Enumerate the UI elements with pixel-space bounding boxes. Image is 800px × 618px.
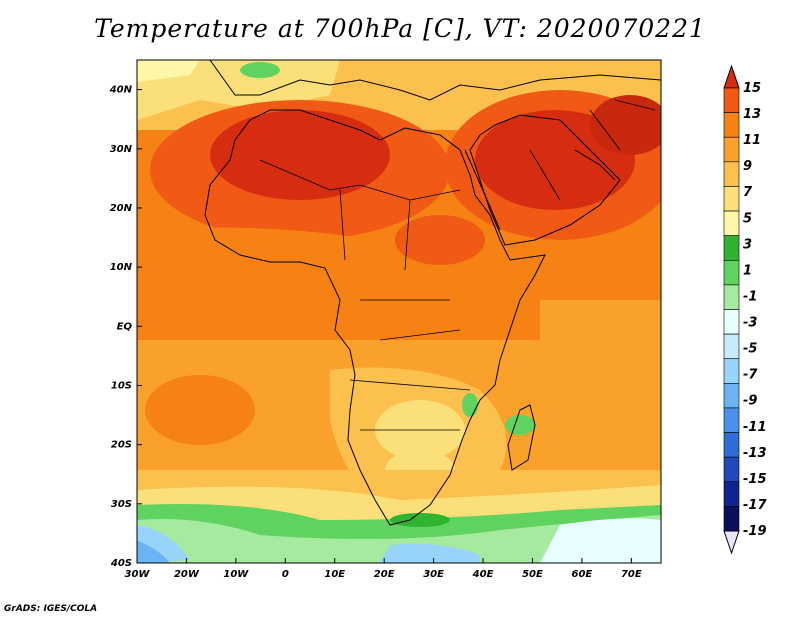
- colorbar-swatch: [723, 161, 740, 187]
- lon-label-60e: 60E: [572, 569, 593, 580]
- colorbar-label: 1: [743, 263, 752, 278]
- colorbar-swatch: [723, 136, 740, 163]
- colorbar-top-arrow: [723, 64, 740, 89]
- colorbar-label: 11: [743, 133, 761, 148]
- colorbar-swatch: [723, 333, 740, 360]
- field-indian-ocean: [540, 300, 661, 410]
- lat-label-10n: 10N: [110, 262, 133, 273]
- colorbar-label: -5: [743, 342, 757, 357]
- field-atlantic-cool: [137, 60, 200, 82]
- field-atlantic-warm: [145, 375, 255, 445]
- colorbar-swatch: [723, 358, 740, 384]
- colorbar-swatch: [723, 383, 740, 409]
- border-3: [529, 99, 656, 201]
- colorbar-label: -17: [743, 498, 767, 513]
- temperature-field: [137, 60, 661, 563]
- colorbar-swatch: [723, 235, 740, 261]
- colorbar-label: 9: [743, 159, 752, 174]
- longitude-labels: 30W 20W 10W 0 10E 20E 30E 40E 50E 60E 70E: [125, 569, 642, 580]
- lon-label-10w: 10W: [223, 569, 249, 580]
- lat-label-40s: 40S: [110, 558, 132, 569]
- colorbar-label: -9: [743, 394, 757, 409]
- field-iran-hot: [590, 95, 661, 155]
- field-southeast-cold: [540, 518, 661, 563]
- axis-ticks: [136, 89, 632, 564]
- lat-label-10s: 10S: [111, 380, 132, 391]
- lon-label-70e: 70E: [621, 569, 642, 580]
- colorbar-swatch: [723, 112, 740, 138]
- field-sahara-hot: [210, 110, 390, 200]
- europe-coastline: [209, 60, 661, 101]
- arabia-coastline: [469, 114, 621, 246]
- colorbar-label: -11: [743, 420, 767, 435]
- field-iberia-green: [240, 62, 280, 78]
- africa-coastline: [204, 109, 546, 526]
- colorbar-label: -13: [743, 446, 767, 461]
- colorbar-label: -15: [743, 472, 767, 487]
- lon-label-30e: 30E: [423, 569, 444, 580]
- field-south-cold: [380, 543, 480, 563]
- latitude-labels: 40N 30N 20N 10N EQ 10S 20S 30S 40S: [109, 85, 133, 569]
- colorbar-label: 15: [743, 81, 761, 96]
- field-southern-band-4: [137, 515, 661, 563]
- colorbar-swatch: [723, 284, 740, 310]
- lon-label-50e: 50E: [522, 569, 543, 580]
- lat-label-20n: 20N: [110, 203, 133, 214]
- colorbar-swatch: [723, 210, 740, 236]
- colorbar-swatch: [723, 407, 740, 433]
- colorbar-label: -7: [743, 368, 758, 383]
- colorbar-label: -19: [743, 524, 767, 539]
- border-1: [259, 159, 461, 201]
- plot-frame: [136, 59, 662, 564]
- coastlines: [204, 60, 661, 526]
- colorbar-swatch: [723, 456, 740, 483]
- lat-label-30n: 30N: [110, 144, 133, 155]
- colorbar-bottom-arrow: [723, 530, 740, 555]
- map-title: Temperature at 700hPa [C], VT: 202007022…: [94, 14, 706, 43]
- colorbar-label: -1: [743, 289, 757, 304]
- lon-label-20w: 20W: [174, 569, 200, 580]
- credit-label: GrADS: IGES/COLA: [4, 604, 98, 614]
- colorbar-swatch: [723, 481, 740, 507]
- persian-gulf: [574, 149, 616, 181]
- colorbar-label: 7: [743, 185, 753, 200]
- lat-label-20s: 20S: [111, 440, 132, 451]
- lat-label-30s: 30S: [111, 499, 132, 510]
- colorbar-swatch: [723, 309, 740, 335]
- colorbar-swatch: [723, 87, 740, 113]
- red-sea: [464, 149, 501, 231]
- field-cape-green: [390, 513, 450, 527]
- lon-label-10e: 10E: [324, 569, 345, 580]
- colorbar-swatch: [723, 186, 740, 212]
- field-madagascar-green: [505, 415, 535, 435]
- lat-label-eq: EQ: [117, 321, 133, 332]
- colorbar-swatch: [723, 259, 740, 286]
- colorbar-label: 13: [743, 107, 761, 122]
- colorbar-swatch: [723, 506, 740, 532]
- colorbar: 15 13 11 9 7 5 3 1 -1 -3 -5 -7 -9 -11 -13 -15 -17 -19: [723, 64, 767, 555]
- lon-label-20e: 20E: [374, 569, 395, 580]
- field-sudan-warm: [395, 215, 485, 265]
- lon-label-30w: 30W: [125, 569, 151, 580]
- field-sahel: [137, 227, 500, 300]
- colorbar-label: 3: [743, 237, 752, 252]
- lon-label-40e: 40E: [472, 569, 494, 580]
- madagascar-coastline: [507, 404, 536, 471]
- border-2: [339, 189, 471, 431]
- colorbar-label: 5: [743, 211, 752, 226]
- lat-label-40n: 40N: [109, 85, 133, 96]
- colorbar-swatch: [723, 432, 740, 458]
- lon-label-0: 0: [282, 569, 289, 580]
- field-southwest-colder: [137, 540, 170, 563]
- field-malawi-green: [462, 393, 478, 417]
- colorbar-label: -3: [743, 316, 757, 331]
